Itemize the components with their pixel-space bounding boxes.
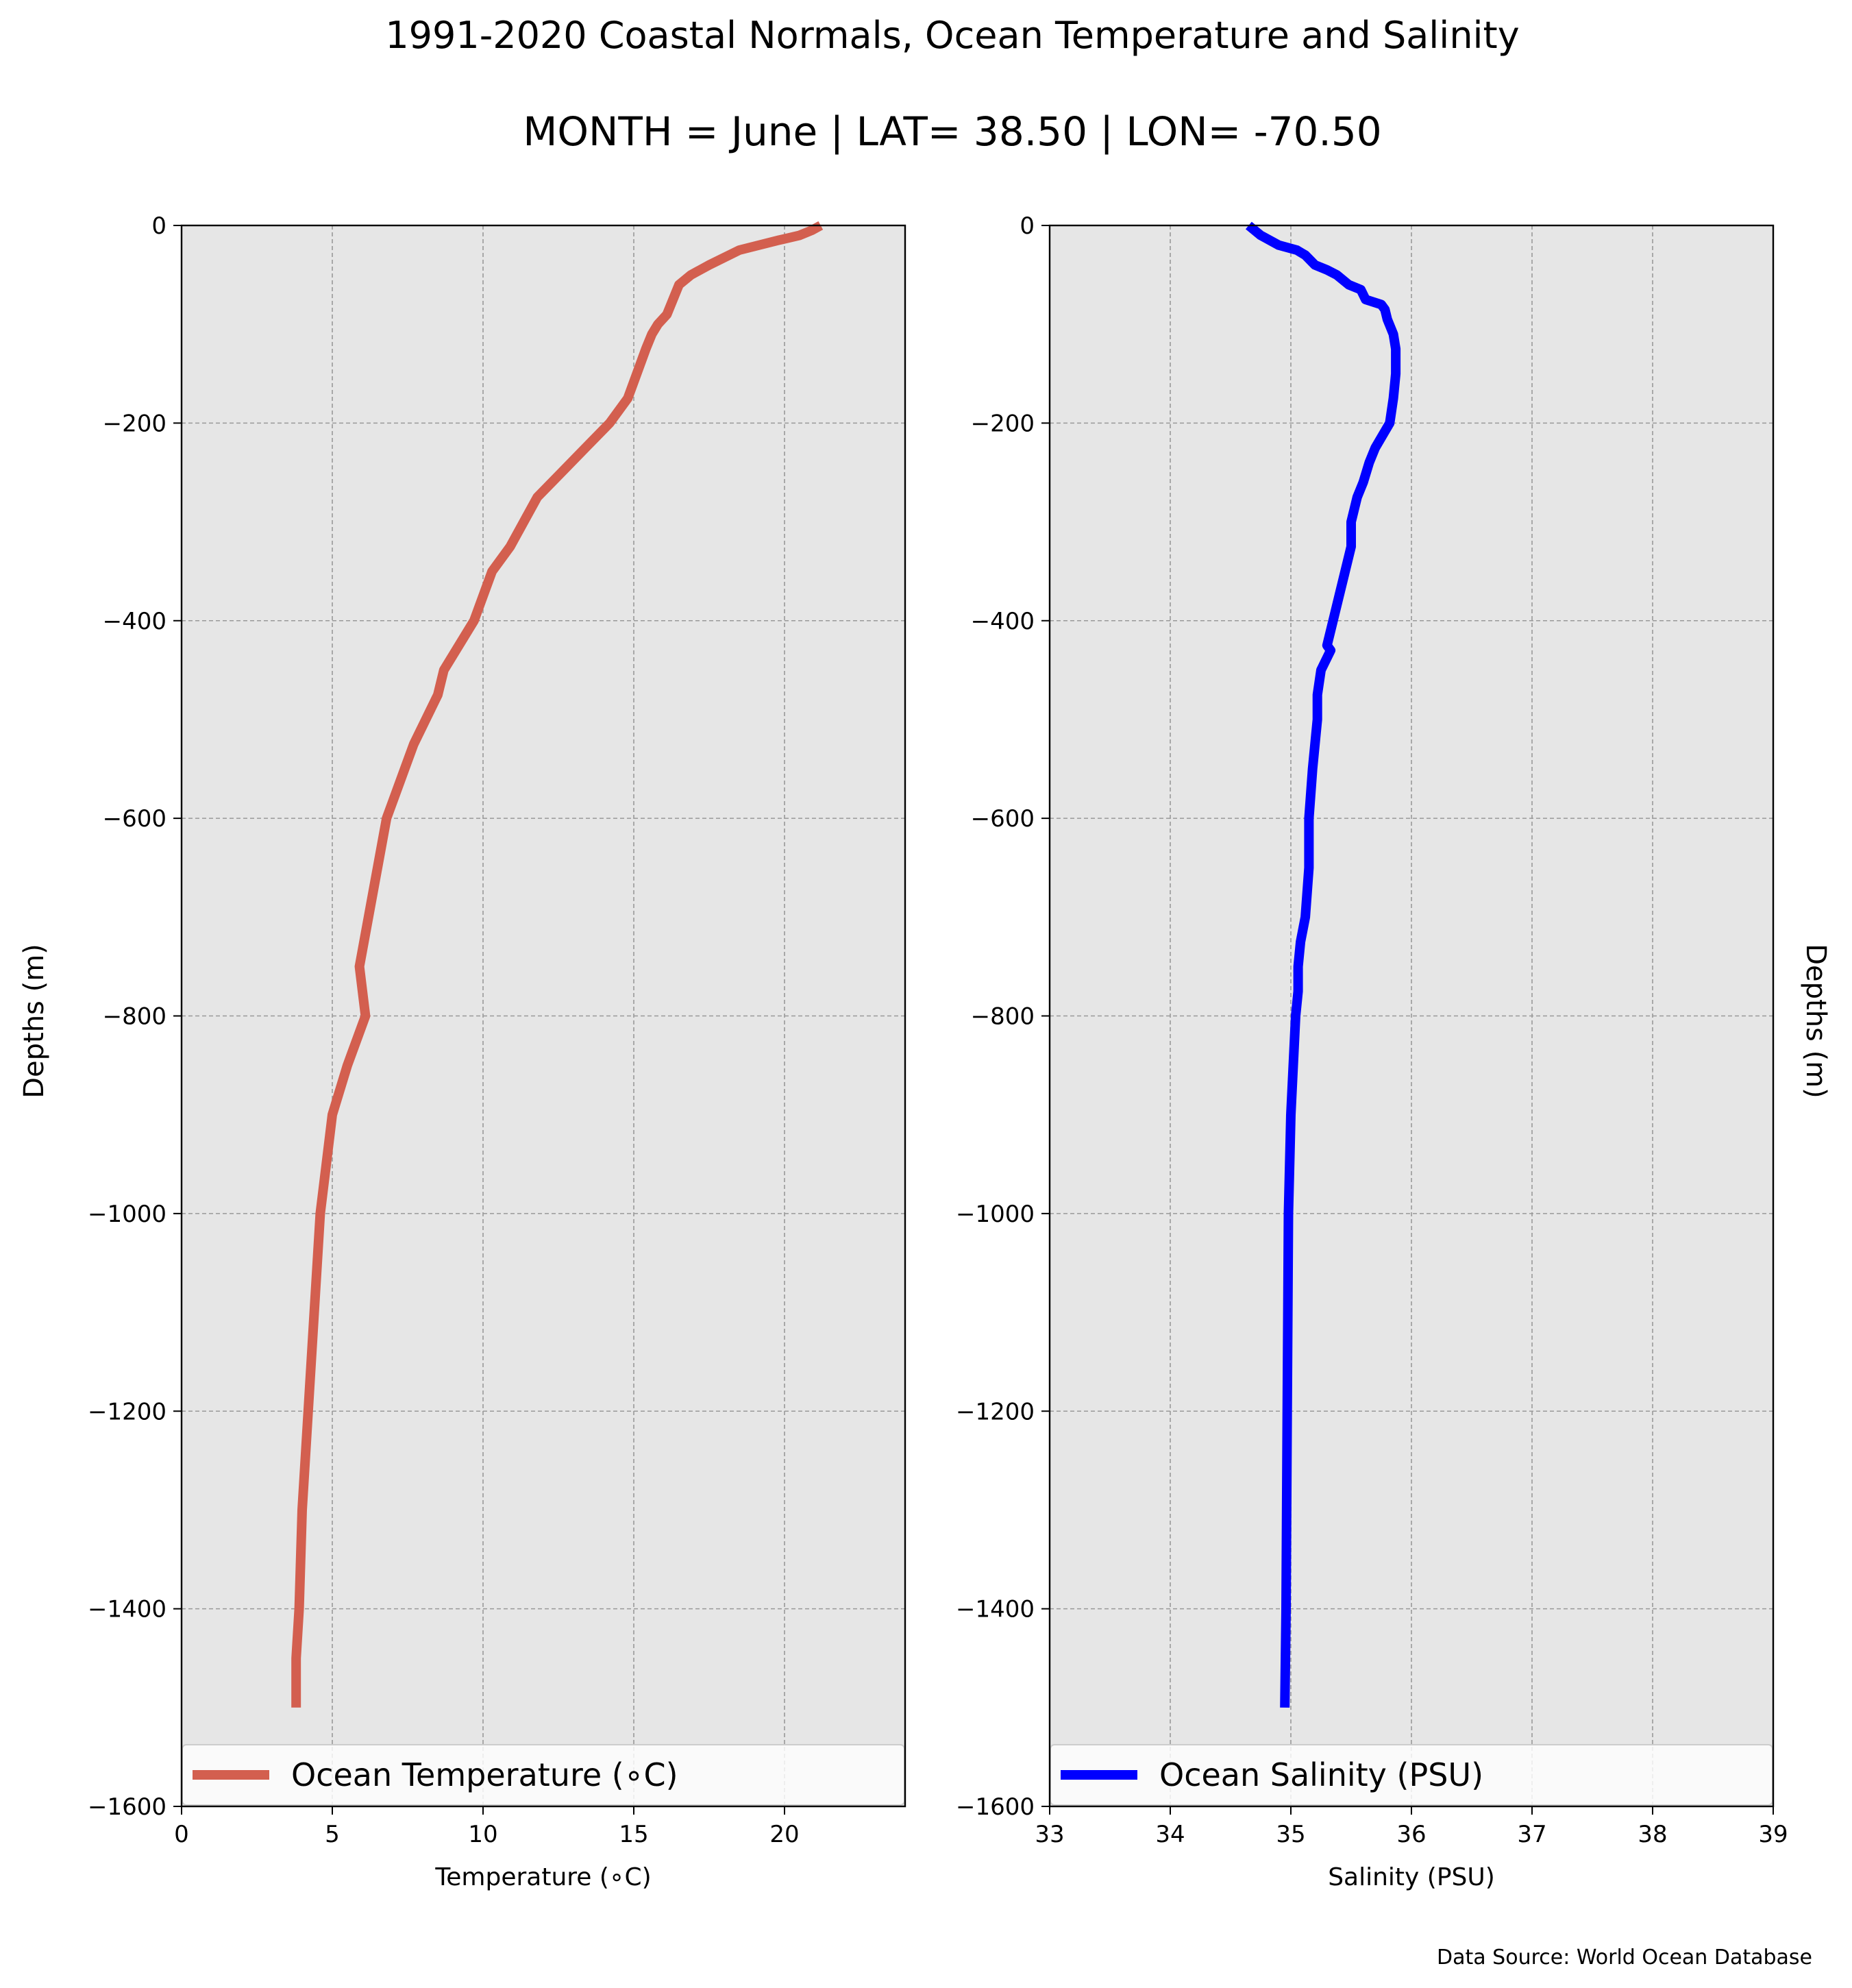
salinity-x-tick-label: 36 [1396,1821,1426,1848]
temperature-x-axis-label: Temperature (∘C) [434,1863,651,1891]
salinity-x-tick-label: 33 [1035,1821,1064,1848]
temperature-x-tick-label: 10 [468,1821,497,1848]
temperature-y-axis-label: Depths (m) [18,944,50,1099]
temperature-plot-area [182,225,905,1806]
temperature-series-line [291,221,824,1708]
salinity-y-tick-label: 0 [1020,212,1035,240]
salinity-y-tick-label: −1400 [956,1596,1035,1623]
temperature-x-tick-label: 15 [619,1821,648,1848]
salinity-x-axis-label: Salinity (PSU) [1328,1863,1495,1891]
salinity-y-tick-label: −400 [971,608,1035,635]
temperature-y-tick-label: −1600 [88,1793,166,1821]
temperature-y-tick-label: −800 [103,1003,166,1031]
salinity-legend-label: Ocean Salinity (PSU) [1159,1756,1483,1793]
salinity-x-tick-label: 39 [1758,1821,1788,1848]
salinity-y-tick-label: −600 [971,805,1035,833]
temperature-y-tick-label: −400 [103,608,166,635]
temperature-legend-label: Ocean Temperature (∘C) [291,1756,678,1793]
temperature-y-tick-label: −1000 [88,1201,166,1228]
salinity-x-tick-label: 35 [1276,1821,1305,1848]
temperature-y-tick-label: −200 [103,410,166,437]
temperature-x-tick-label: 5 [325,1821,340,1848]
data-source-note: Data Source: World Ocean Database [1437,1946,1812,1969]
salinity-y-tick-label: −1600 [956,1793,1035,1821]
salinity-y-tick-label: −800 [971,1003,1035,1031]
salinity-y-axis-label: Depths (m) [1800,944,1831,1099]
temperature-y-tick-label: −600 [103,805,166,833]
chart-subtitle: MONTH = June | LAT= 38.50 | LON= -70.50 [523,108,1381,155]
temperature-y-tick-label: 0 [151,212,166,240]
chart-title: 1991-2020 Coastal Normals, Ocean Tempera… [385,14,1519,57]
temperature-x-tick-label: 20 [769,1821,799,1848]
temperature-y-tick-label: −1200 [88,1398,166,1425]
salinity-panel: Ocean Salinity (PSU) 33 34 35 36 37 38 39 0 −200 −… [956,212,1788,1891]
salinity-y-tick-label: −1000 [956,1201,1035,1228]
salinity-y-tick-label: −200 [971,410,1035,437]
salinity-x-tick-label: 38 [1638,1821,1667,1848]
temperature-panel: Ocean Temperature (∘C) 0 5 10 15 20 0 −200 −400 −… [88,212,906,1891]
salinity-y-tick-label: −1200 [956,1398,1035,1425]
temperature-x-tick-label: 0 [174,1821,189,1848]
salinity-series-line [1245,221,1401,1708]
temperature-y-tick-label: −1400 [88,1596,166,1623]
salinity-x-tick-label: 34 [1155,1821,1185,1848]
salinity-x-tick-label: 37 [1517,1821,1546,1848]
